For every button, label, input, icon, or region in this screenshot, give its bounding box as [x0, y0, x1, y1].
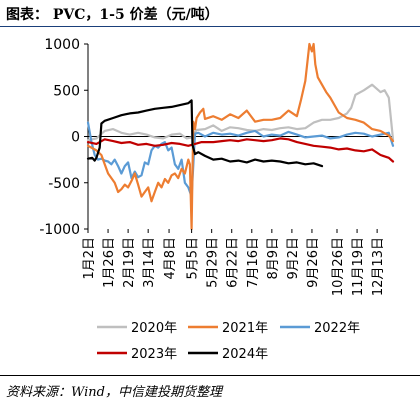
legend: 2020年 2021年 2022年 2023年 2024年: [97, 321, 360, 362]
x-tick-label: 2月19日: [122, 237, 137, 288]
source-divider: [0, 375, 420, 376]
series-line-2021年: [86, 42, 395, 231]
x-tick-label: 9月26日: [306, 237, 321, 288]
legend-label-2020年: 2020年: [131, 321, 177, 336]
x-axis: 1月2日 1月26日 2月19日 3月14日 4月8日 5月5日 5月29日 6月22日 7月1…: [82, 229, 386, 296]
series-line-2023年: [86, 137, 395, 163]
x-tick-label: 1月2日: [82, 237, 97, 280]
series-line-2024年: [86, 99, 324, 168]
x-tick-label: 5月29日: [206, 237, 221, 288]
x-tick-label: 10月26日: [331, 237, 346, 296]
chart-title: 图表： PVC，1-5 价差（元/吨）: [6, 7, 219, 23]
y-tick-label: 1000: [44, 37, 80, 53]
y-axis: 1000 500 0 -500 -1000: [39, 37, 89, 238]
legend-label-2024年: 2024年: [222, 347, 268, 362]
series-line-2020年: [86, 83, 395, 142]
x-tick-label: 9月2日: [286, 237, 301, 280]
legend-label-2023年: 2023年: [131, 347, 177, 362]
x-tick-label: 7月16日: [246, 237, 261, 288]
source-note: 资料来源：Wind，中信建投期货整理: [6, 385, 222, 400]
y-tick-label: -500: [48, 176, 80, 192]
line-chart: 1000 500 0 -500 -1000 1月2日 1月26日 2月19日 3月14日 4月8…: [39, 37, 395, 362]
y-tick-label: 0: [71, 130, 80, 146]
x-tick-label: 6月22日: [226, 237, 241, 288]
x-tick-label: 4月8日: [163, 237, 178, 280]
y-tick-label: -1000: [39, 222, 80, 238]
legend-label-2021年: 2021年: [222, 321, 268, 336]
y-tick-label: 500: [53, 83, 80, 99]
series-layer: [86, 42, 395, 231]
x-tick-label: 11月19日: [351, 237, 366, 296]
x-tick-label: 3月14日: [142, 237, 157, 288]
x-tick-label: 1月26日: [102, 237, 117, 288]
x-tick-label: 5月5日: [186, 237, 201, 280]
title-divider: [0, 26, 420, 27]
series-line-2022年: [86, 121, 395, 198]
x-tick-label: 8月9日: [266, 237, 281, 280]
x-tick-label: 12月13日: [371, 237, 386, 296]
legend-label-2022年: 2022年: [314, 321, 360, 336]
